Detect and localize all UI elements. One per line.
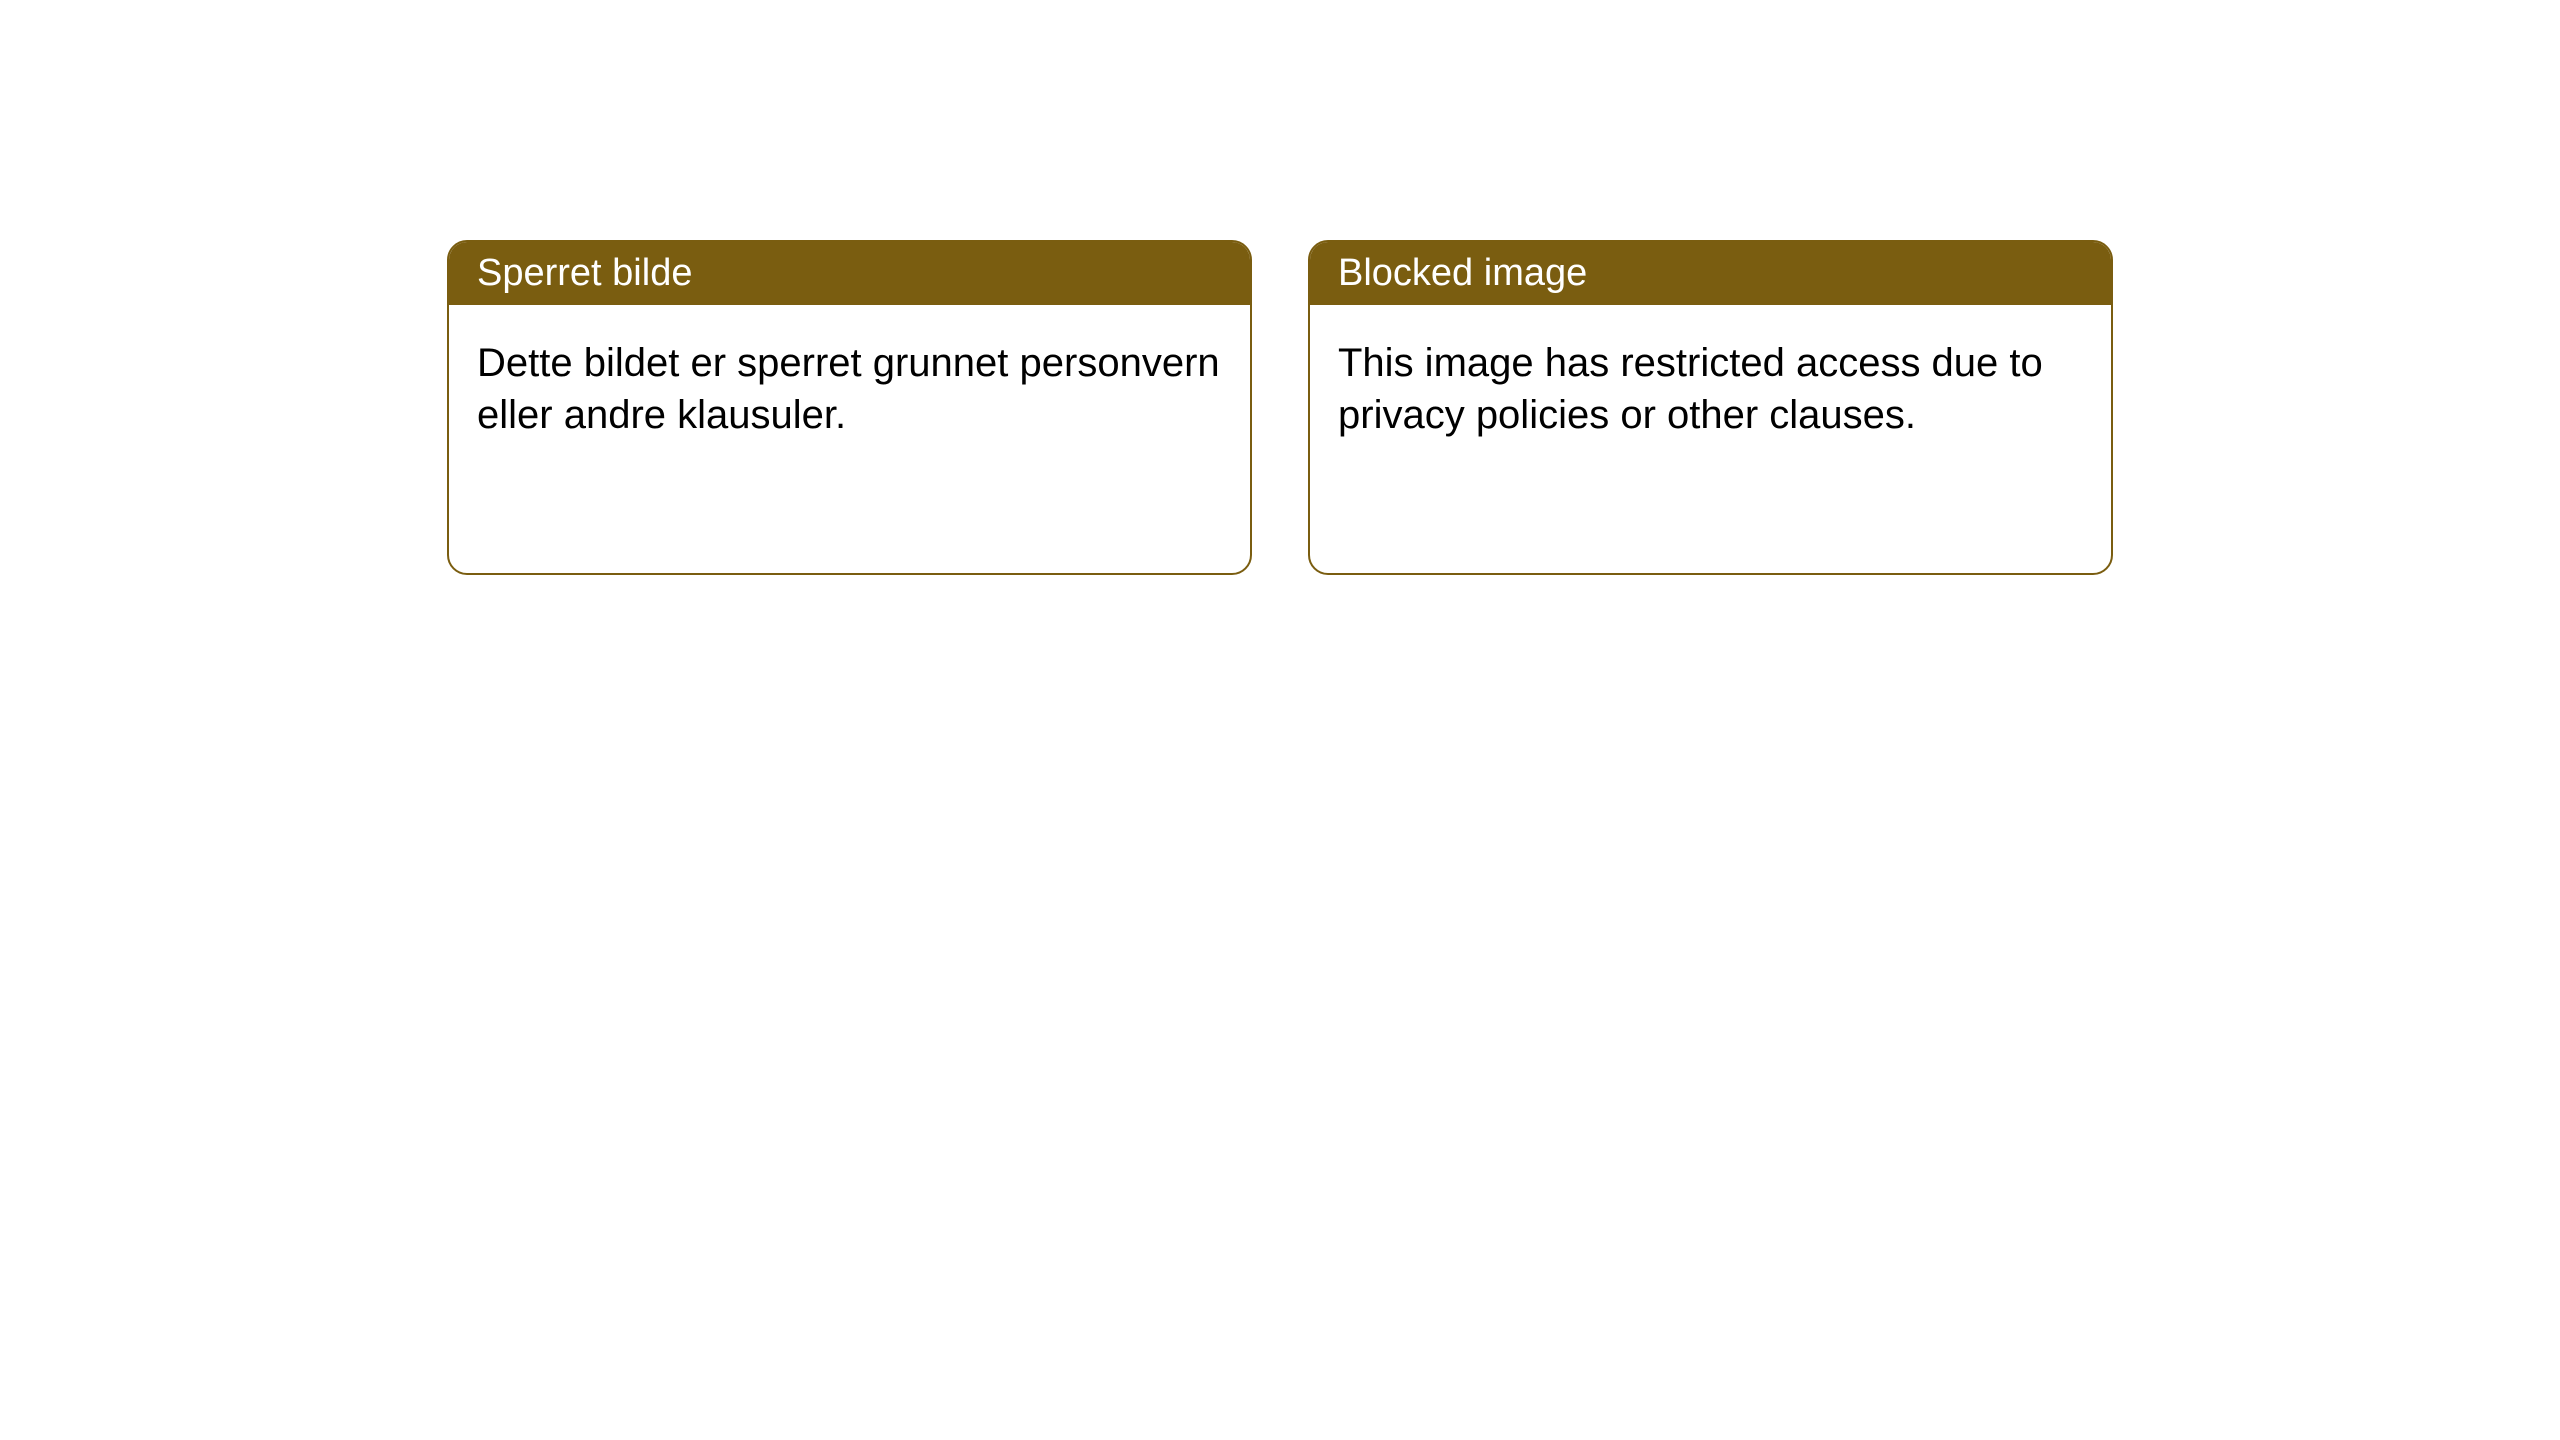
card-header-en: Blocked image [1310,242,2111,305]
card-title-no: Sperret bilde [477,252,692,294]
card-header-no: Sperret bilde [449,242,1250,305]
card-body-en: This image has restricted access due to … [1310,305,2111,473]
card-message-no: Dette bildet er sperret grunnet personve… [477,341,1220,437]
blocked-image-card-en: Blocked image This image has restricted … [1308,240,2113,575]
card-title-en: Blocked image [1338,252,1587,294]
card-body-no: Dette bildet er sperret grunnet personve… [449,305,1250,473]
card-message-en: This image has restricted access due to … [1338,341,2043,437]
card-container: Sperret bilde Dette bildet er sperret gr… [447,240,2113,1440]
blocked-image-card-no: Sperret bilde Dette bildet er sperret gr… [447,240,1252,575]
